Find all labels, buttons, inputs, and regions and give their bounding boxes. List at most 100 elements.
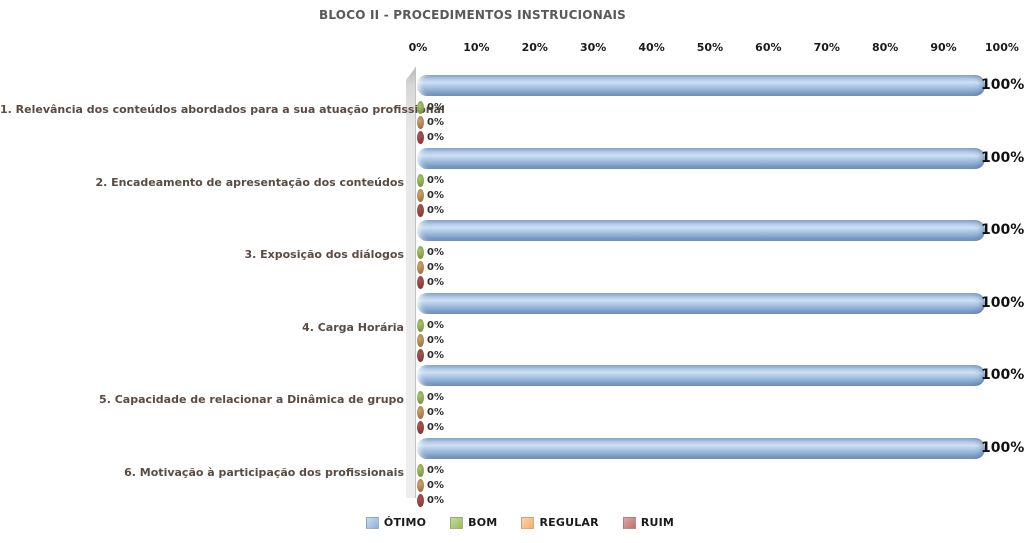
chart-3d-wall <box>406 67 416 498</box>
data-label: 0% <box>427 479 444 491</box>
bom-swatch-icon <box>450 516 464 529</box>
bar-regular: 0% <box>417 478 444 492</box>
x-tick: 90% <box>930 41 957 54</box>
x-tick: 10% <box>463 41 490 54</box>
bar-ruim: 0% <box>417 130 444 144</box>
x-tick: 30% <box>580 41 607 54</box>
data-label: 0% <box>427 189 444 201</box>
bar-otimo: 100% <box>417 75 1024 96</box>
ruim-swatch-icon <box>622 516 636 529</box>
data-label: 100% <box>981 367 1024 383</box>
data-label: 100% <box>981 222 1024 238</box>
ruim-marker-icon <box>417 348 424 362</box>
bar-ruim: 0% <box>417 275 444 289</box>
bom-marker-icon <box>417 390 424 404</box>
data-label: 0% <box>427 391 444 403</box>
regular-swatch-icon <box>521 516 535 529</box>
x-tick: 80% <box>871 41 899 54</box>
bar-bom: 0% <box>417 100 444 114</box>
data-label: 0% <box>427 464 444 476</box>
data-label: 100% <box>981 77 1024 93</box>
bom-marker-icon <box>417 100 424 114</box>
data-label: 0% <box>427 204 444 216</box>
bar-group: 100% 0% 0% 0% <box>417 293 1024 363</box>
category-label: 6. Motivação à participação dos profissi… <box>124 466 404 479</box>
category-label: 3. Exposição dos diálogos <box>244 248 404 261</box>
regular-marker-icon <box>417 478 424 492</box>
bar-ruim: 0% <box>417 348 444 362</box>
category-label: 4. Carga Horária <box>302 321 404 334</box>
data-label: 100% <box>981 440 1024 456</box>
bar-group: 100% 0% 0% 0% <box>417 148 1024 218</box>
bar-regular: 0% <box>417 188 444 202</box>
bar-bom: 0% <box>417 318 444 332</box>
regular-marker-icon <box>417 260 424 274</box>
data-label: 0% <box>427 101 444 113</box>
bar-group: 100% 0% 0% 0% <box>417 365 1024 435</box>
bar-regular: 0% <box>417 333 444 347</box>
bar-group: 100% 0% 0% 0% <box>417 75 1024 145</box>
bar-otimo: 100% <box>417 293 1024 314</box>
data-label: 100% <box>981 295 1024 311</box>
regular-marker-icon <box>417 405 424 419</box>
bar-otimo: 100% <box>417 438 1024 459</box>
bar-group: 100% 0% 0% 0% <box>417 438 1024 508</box>
bom-marker-icon <box>417 463 424 477</box>
x-tick: 50% <box>696 41 724 54</box>
regular-marker-icon <box>417 188 424 202</box>
bar-bom: 0% <box>417 390 444 404</box>
bar-ruim: 0% <box>417 420 444 434</box>
category-label: 1. Relevância dos conteúdos abordados pa… <box>0 103 445 116</box>
bar-bom: 0% <box>417 173 444 187</box>
legend-item-ruim: RUIM <box>622 516 674 529</box>
data-label: 0% <box>427 494 444 506</box>
chart-title: BLOCO II - PROCEDIMENTOS INSTRUCIONAIS <box>319 8 626 22</box>
x-tick: 60% <box>755 41 782 54</box>
x-tick: 40% <box>638 41 665 54</box>
x-tick: 0% <box>408 41 428 54</box>
data-label: 0% <box>427 174 444 186</box>
regular-marker-icon <box>417 333 424 347</box>
otimo-swatch-icon <box>365 516 379 529</box>
bar-ruim: 0% <box>417 203 444 217</box>
legend-item-regular: REGULAR <box>521 516 599 529</box>
bom-marker-icon <box>417 245 424 259</box>
data-label: 0% <box>427 421 444 433</box>
bar-regular: 0% <box>417 115 444 129</box>
data-label: 0% <box>427 334 444 346</box>
bar-group: 100% 0% 0% 0% <box>417 220 1024 290</box>
x-tick: 20% <box>521 41 548 54</box>
ruim-marker-icon <box>417 275 424 289</box>
legend-label: BOM <box>468 516 498 529</box>
bom-marker-icon <box>417 318 424 332</box>
ruim-marker-icon <box>417 130 424 144</box>
data-label: 0% <box>427 131 444 143</box>
bar-otimo: 100% <box>417 220 1024 241</box>
bar-ruim: 0% <box>417 493 444 507</box>
x-axis: 0% 10% 20% 30% 40% 50% 60% 70% 80% 90% 1… <box>394 41 1024 54</box>
x-tick: 70% <box>813 41 840 54</box>
bar-bom: 0% <box>417 245 444 259</box>
bar-otimo: 100% <box>417 148 1024 169</box>
legend-label: ÓTIMO <box>383 516 427 529</box>
regular-marker-icon <box>417 115 424 129</box>
legend-item-bom: BOM <box>450 516 497 529</box>
ruim-marker-icon <box>417 420 424 434</box>
category-label: 2. Encadeamento de apresentação dos cont… <box>95 176 404 189</box>
legend-label: REGULAR <box>539 516 599 529</box>
legend-item-otimo: ÓTIMO <box>365 516 427 529</box>
y-axis-line <box>415 67 416 498</box>
bar-regular: 0% <box>417 260 444 274</box>
data-label: 0% <box>427 349 444 361</box>
data-label: 0% <box>427 276 444 288</box>
data-label: 0% <box>427 246 444 258</box>
ruim-marker-icon <box>417 203 424 217</box>
data-label: 0% <box>427 261 444 273</box>
bar-bom: 0% <box>417 463 444 477</box>
data-label: 0% <box>427 116 444 128</box>
data-label: 0% <box>427 406 444 418</box>
legend: ÓTIMO BOM REGULAR RUIM <box>0 516 1024 529</box>
bom-marker-icon <box>417 173 424 187</box>
ruim-marker-icon <box>417 493 424 507</box>
